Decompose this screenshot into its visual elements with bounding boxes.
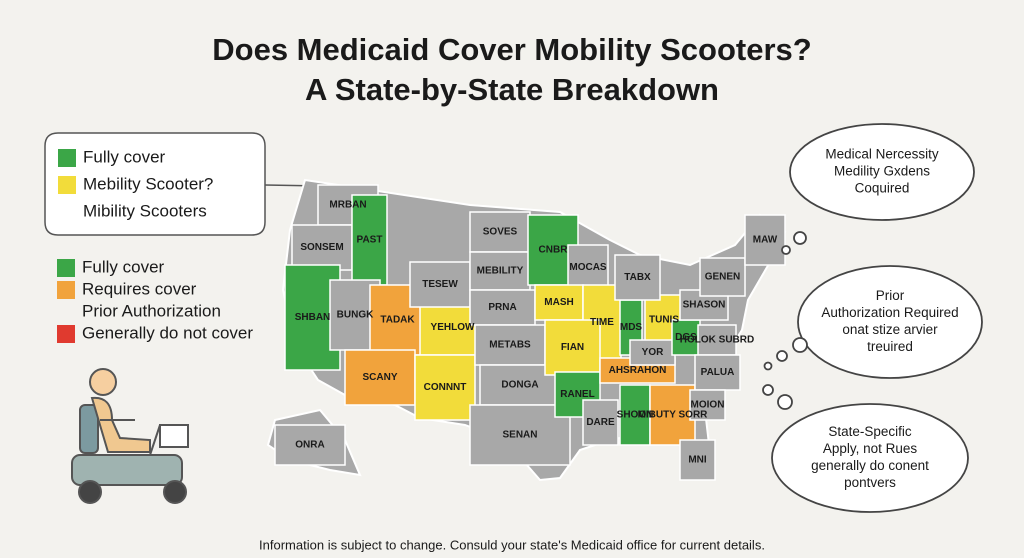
state-label: YOR: [642, 347, 664, 358]
bubble-text: State-Specific: [828, 424, 912, 439]
scooter-icon: [71, 368, 189, 504]
state-label: SHASON: [683, 300, 726, 311]
legend-label: Fully cover: [82, 257, 165, 276]
bubble-text: Prior: [876, 288, 905, 303]
state-label: MASH: [544, 297, 573, 308]
state-label: DARE: [586, 417, 615, 428]
state-label: MEBILITY: [477, 266, 524, 277]
state-label: MOION: [691, 400, 725, 411]
state-label: ONRA: [295, 440, 324, 451]
bubble-shapes: [762, 123, 983, 513]
legend-swatch: [58, 176, 76, 194]
state-label: BUNGK: [337, 310, 374, 321]
bubble-text: Medility Gxdens: [834, 164, 930, 179]
legend-label: Prior Authorization: [82, 301, 221, 320]
callout-box: [44, 132, 266, 236]
state-region: [629, 339, 676, 366]
state-label: MIBUTY SORR: [638, 410, 709, 421]
state-label: CONNNT: [424, 382, 467, 393]
state-label: PRNA: [488, 302, 516, 313]
state-region: [744, 214, 786, 266]
state-region: [414, 354, 476, 421]
state-label: TABX: [624, 272, 651, 283]
state-region: [469, 211, 531, 253]
state-label: MNI: [688, 455, 707, 466]
state-region: [614, 254, 661, 301]
state-label: TUNIS: [649, 315, 679, 326]
state-region: [567, 244, 609, 291]
state-region: [582, 399, 619, 446]
state-label: AHSRAHON: [609, 365, 667, 376]
state-label: TESEW: [422, 279, 458, 290]
map-regions: MRBAN SONSEM PAST SHBAN BUNGK TADAK SCANY YEHLO…: [274, 184, 786, 481]
state-region: [649, 384, 696, 446]
state-label: FIAN: [561, 342, 584, 353]
state-region: [409, 261, 471, 308]
state-label: SCANY: [362, 372, 397, 383]
state-label: HOLOK SUBRD: [680, 335, 754, 346]
state-label: SENAN: [502, 430, 537, 441]
state-label: SONSEM: [300, 242, 343, 253]
bubble-text: Apply, not Rues: [823, 441, 918, 456]
state-label: METABS: [489, 340, 531, 351]
state-label: SOVES: [483, 227, 518, 238]
state-label: MOCAS: [569, 262, 607, 273]
state-region: [694, 354, 741, 391]
state-region: [679, 439, 716, 481]
state-label: GENEN: [705, 272, 741, 283]
bubble-text: treuired: [867, 339, 913, 354]
state-region: [699, 257, 746, 297]
bubble-text: onat stize arvier: [842, 322, 938, 337]
state-region: [274, 424, 346, 466]
legend-label: Mibility Scooters: [83, 201, 207, 220]
legend-swatch: [57, 325, 75, 343]
state-label: PAST: [357, 235, 383, 246]
footer-note: Information is subject to change. Consul…: [259, 537, 765, 552]
bubble-text: pontvers: [844, 475, 896, 490]
legend-swatch: [57, 281, 75, 299]
state-label: RANEL: [560, 389, 594, 400]
legend-label: Mebility Scooter?: [83, 174, 213, 193]
legend-swatch: [57, 259, 75, 277]
state-region: [697, 324, 737, 356]
legend-label: Generally do not cover: [82, 323, 253, 342]
title-line: Does Medicaid Cover Mobility Scooters?: [212, 32, 811, 67]
legend-label: Requires cover: [82, 279, 197, 298]
bubble-text: generally do conent: [811, 458, 929, 473]
state-label: CNBR: [539, 245, 569, 256]
state-region: [469, 404, 571, 466]
state-region: [689, 389, 726, 421]
state-label: YEHLOW: [431, 322, 475, 333]
bubble-text: Authorization Required: [821, 305, 958, 320]
state-label: SHBAN: [295, 312, 331, 323]
state-label: TIME: [590, 317, 614, 328]
state-region: [291, 224, 353, 271]
state-label: DGS: [675, 332, 697, 343]
state-region: [469, 289, 536, 326]
state-label: MRBAN: [329, 200, 366, 211]
state-label: MAW: [753, 235, 778, 246]
legend-swatch: [58, 149, 76, 167]
state-region: [544, 319, 601, 376]
bubble-text: Medical Nercessity: [825, 147, 939, 162]
state-label: MDS: [620, 322, 643, 333]
state-label: PALUA: [701, 367, 735, 378]
bubble-text: Coquired: [855, 181, 910, 196]
title-line: A State-by-State Breakdown: [305, 72, 719, 107]
legend-label: Fully cover: [83, 147, 166, 166]
state-region: [619, 384, 651, 446]
state-label: SHOON: [617, 410, 654, 421]
state-label: DONGA: [501, 380, 538, 391]
state-label: TADAK: [380, 315, 415, 326]
